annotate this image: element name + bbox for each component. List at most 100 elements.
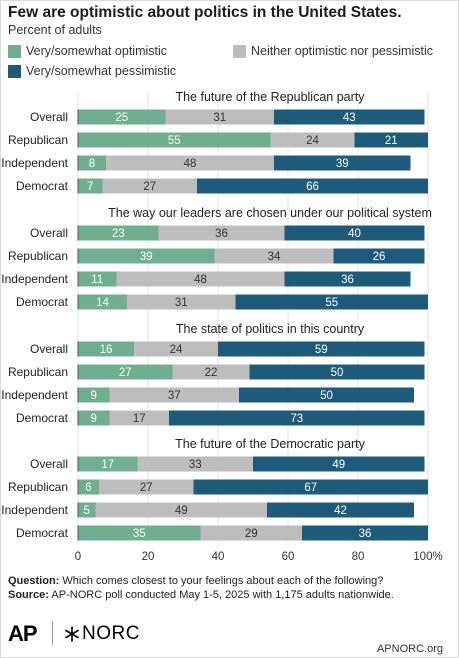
- footer-source-label: Source:: [8, 589, 49, 601]
- bar-segment-pessimistic: [169, 410, 425, 426]
- row-label: Independent: [1, 388, 68, 402]
- bar-segment-neither: [270, 132, 355, 148]
- row-label: Republican: [8, 365, 68, 379]
- x-tick-label: 100%: [413, 551, 442, 563]
- bar-segment-optimistic: [78, 502, 96, 518]
- legend-label-pessimistic: Very/somewhat pessimistic: [26, 64, 177, 78]
- bar-segment-neither: [102, 178, 197, 194]
- bar-segment-pessimistic: [284, 271, 411, 287]
- bar-segment-neither: [127, 294, 236, 310]
- data-label: 8: [89, 158, 95, 170]
- data-label: 24: [306, 135, 319, 147]
- bar-segment-pessimistic: [284, 225, 425, 241]
- bar-segment-neither: [214, 248, 334, 264]
- legend-label-optimistic: Very/somewhat optimistic: [26, 44, 168, 58]
- bar-segment-pessimistic: [239, 387, 414, 403]
- bar-segment-optimistic: [78, 178, 103, 194]
- legend-swatch-pessimistic: [8, 64, 21, 78]
- data-label: 35: [133, 528, 146, 540]
- data-label: 36: [215, 228, 228, 240]
- data-label: 36: [359, 528, 372, 540]
- data-label: 73: [290, 413, 303, 425]
- legend-item-neither: Neither optimistic nor pessimistic: [233, 44, 433, 58]
- bar-segment-neither: [109, 410, 169, 426]
- bar-segment-neither: [137, 456, 253, 472]
- bar-segment-optimistic: [78, 248, 215, 264]
- data-label: 34: [268, 251, 281, 263]
- legend-swatch-neither: [233, 44, 246, 58]
- footer-question: Question: Which comes closest to your fe…: [8, 575, 383, 587]
- data-label: 59: [315, 344, 328, 356]
- row-label: Republican: [8, 249, 68, 263]
- row-label: Overall: [30, 457, 68, 471]
- data-label: 31: [175, 297, 188, 309]
- bar-segment-neither: [95, 502, 267, 518]
- bar-segment-pessimistic: [302, 525, 428, 541]
- x-tick-label: 80: [352, 551, 365, 563]
- site-url: APNORC.org: [376, 643, 443, 655]
- data-label: 37: [168, 390, 181, 402]
- data-label: 11: [91, 274, 103, 286]
- bar-segment-pessimistic: [274, 109, 425, 125]
- data-label: 29: [245, 528, 258, 540]
- legend-item-optimistic: Very/somewhat optimistic: [8, 44, 167, 58]
- row-label: Democrat: [16, 526, 69, 540]
- bar-segment-optimistic: [78, 341, 134, 357]
- data-label: 27: [119, 367, 132, 379]
- bar-segment-optimistic: [78, 132, 271, 148]
- data-label: 23: [112, 228, 125, 240]
- data-label: 36: [341, 274, 354, 286]
- data-label: 33: [189, 459, 202, 471]
- x-tick-label: 40: [212, 551, 225, 563]
- bar-segment-pessimistic: [354, 132, 428, 148]
- bar-segment-neither: [134, 341, 218, 357]
- ap-logo: AP: [8, 621, 38, 646]
- bar-segment-neither: [172, 364, 250, 380]
- data-label: 9: [91, 413, 97, 425]
- data-label: 14: [96, 297, 109, 309]
- data-label: 27: [140, 482, 153, 494]
- footer-source-text: AP-NORC poll conducted May 1-5, 2025 wit…: [51, 589, 394, 601]
- chart-subtitle: Percent of adults: [8, 23, 102, 37]
- data-label: 43: [343, 112, 356, 124]
- bar-segment-optimistic: [78, 387, 110, 403]
- data-label: 39: [336, 158, 349, 170]
- row-label: Independent: [1, 503, 68, 517]
- data-label: 50: [331, 367, 344, 379]
- data-label: 21: [385, 135, 398, 147]
- data-label: 67: [304, 482, 317, 494]
- stacked-bar-chart: The future of the Republican party Overal…: [1, 90, 442, 563]
- bar-segment-pessimistic: [333, 248, 425, 264]
- data-label: 50: [320, 390, 333, 402]
- data-label: 55: [168, 135, 181, 147]
- data-label: 6: [85, 482, 91, 494]
- data-label: 5: [84, 505, 90, 517]
- bar-segment-optimistic: [78, 364, 173, 380]
- legend-item-pessimistic: Very/somewhat pessimistic: [8, 64, 176, 78]
- panel-title: The future of the Democratic party: [175, 437, 365, 451]
- bar-segment-optimistic: [78, 456, 138, 472]
- data-label: 49: [175, 505, 188, 517]
- data-label: 66: [306, 181, 319, 193]
- bar-segment-optimistic: [78, 294, 127, 310]
- x-tick-label: 20: [142, 551, 155, 563]
- bar-segment-pessimistic: [249, 364, 425, 380]
- row-label: Overall: [30, 110, 68, 124]
- bar-segment-pessimistic: [197, 178, 428, 194]
- bar-segment-optimistic: [78, 109, 166, 125]
- row-label: Republican: [8, 133, 68, 147]
- x-tick-label: 60: [282, 551, 295, 563]
- row-label: Democrat: [16, 179, 69, 193]
- data-label: 26: [373, 251, 386, 263]
- bar-segment-pessimistic: [253, 456, 425, 472]
- data-label: 49: [332, 459, 345, 471]
- data-label: 24: [170, 344, 183, 356]
- footer-question-text: Which comes closest to your feelings abo…: [62, 575, 384, 587]
- norc-star-icon: [65, 626, 79, 642]
- bar-segment-neither: [116, 271, 285, 287]
- row-label: Independent: [1, 272, 68, 286]
- footer-source: Source: AP-NORC poll conducted May 1-5, …: [8, 589, 394, 601]
- data-label: 17: [133, 413, 146, 425]
- data-label: 16: [100, 344, 113, 356]
- data-label: 39: [140, 251, 153, 263]
